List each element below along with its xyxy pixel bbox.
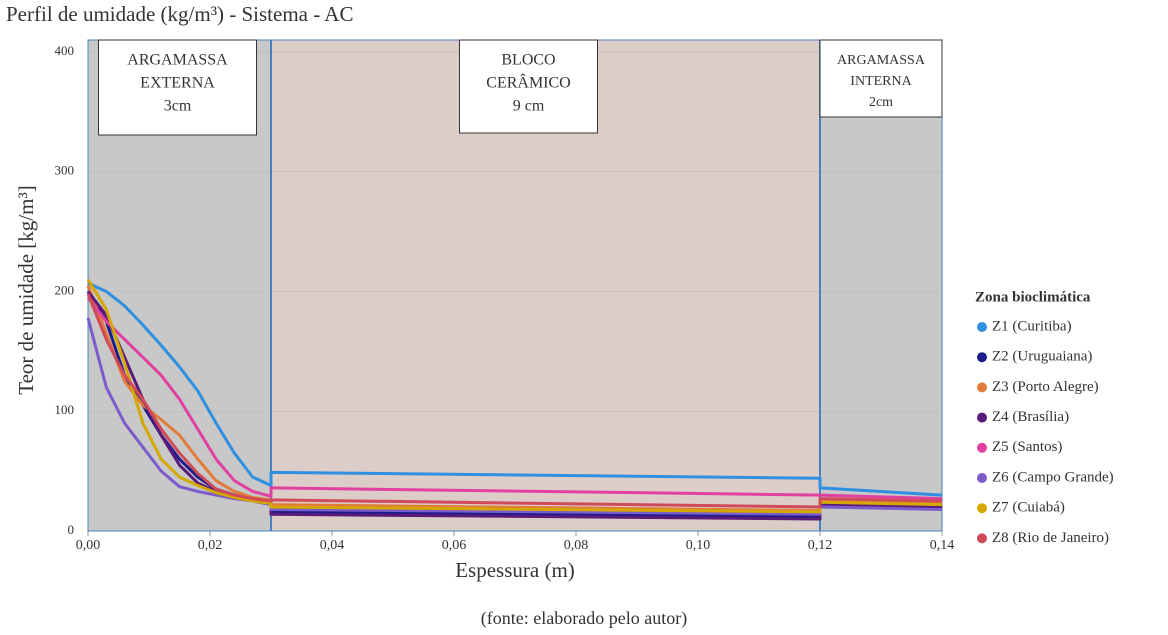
legend-label: Z2 (Uruguaiana) — [992, 349, 1092, 365]
region — [820, 40, 942, 531]
legend-label: Z8 (Rio de Janeiro) — [992, 530, 1109, 546]
region-label: ARGAMASSA — [837, 53, 926, 68]
legend-label: Z5 (Santos) — [992, 439, 1062, 455]
region-label: INTERNA — [850, 74, 912, 89]
x-axis-label: Espessura (m) — [455, 558, 575, 582]
legend-label: Z1 (Curitiba) — [992, 318, 1072, 334]
region-label: 9 cm — [513, 98, 545, 115]
legend-marker — [977, 412, 987, 423]
legend-label: Z4 (Brasília) — [992, 409, 1069, 425]
y-axis-label: Teor de umidade [kg/m³] — [14, 185, 38, 395]
legend-marker — [977, 533, 987, 544]
y-tick-label: 300 — [55, 163, 75, 178]
legend-marker — [977, 503, 987, 514]
region-label: EXTERNA — [140, 75, 215, 92]
region-label: ARGAMASSA — [127, 52, 228, 69]
region-label-box — [98, 39, 257, 136]
series-line — [86, 296, 943, 501]
x-tick-label: 0,12 — [808, 538, 833, 553]
legend-marker — [977, 322, 987, 332]
legend-marker — [977, 473, 987, 483]
x-tick-label: 0,08 — [564, 538, 589, 553]
series-line — [86, 317, 943, 516]
x-tick-label: 0,06 — [442, 538, 467, 553]
y-tick-label: 400 — [55, 43, 75, 58]
x-tick-label: 0,14 — [930, 538, 955, 553]
series-line — [86, 293, 943, 509]
x-tick-label: 0,00 — [76, 538, 101, 553]
region-label: 3cm — [164, 98, 192, 115]
region-label: CERÂMICO — [486, 73, 570, 92]
legend-label: Z3 (Porto Alegre) — [992, 379, 1099, 395]
legend-marker — [977, 382, 987, 393]
y-tick-label: 0 — [68, 522, 75, 537]
region-label-box — [459, 39, 598, 134]
caption: (fonte: elaborado pelo autor) — [481, 608, 687, 629]
chart-title: Perfil de umidade (kg/m³) - Sistema - AC — [6, 2, 353, 26]
legend-marker — [977, 352, 987, 363]
region-label: 2cm — [869, 95, 893, 110]
x-tick-label: 0,02 — [198, 538, 223, 553]
legend-label: Z6 (Campo Grande) — [992, 469, 1114, 485]
region-label-box — [819, 39, 943, 118]
y-tick-label: 200 — [55, 282, 75, 297]
y-tick-label: 100 — [55, 402, 75, 417]
region-label: BLOCO — [501, 52, 555, 69]
x-tick-label: 0,10 — [686, 538, 711, 553]
x-tick-label: 0,04 — [320, 538, 345, 553]
legend-marker — [977, 442, 987, 453]
series-line — [86, 284, 943, 513]
legend-title: Zona bioclimática — [975, 289, 1091, 305]
legend-label: Z7 (Cuiabá) — [992, 500, 1065, 516]
series-line — [87, 281, 943, 497]
